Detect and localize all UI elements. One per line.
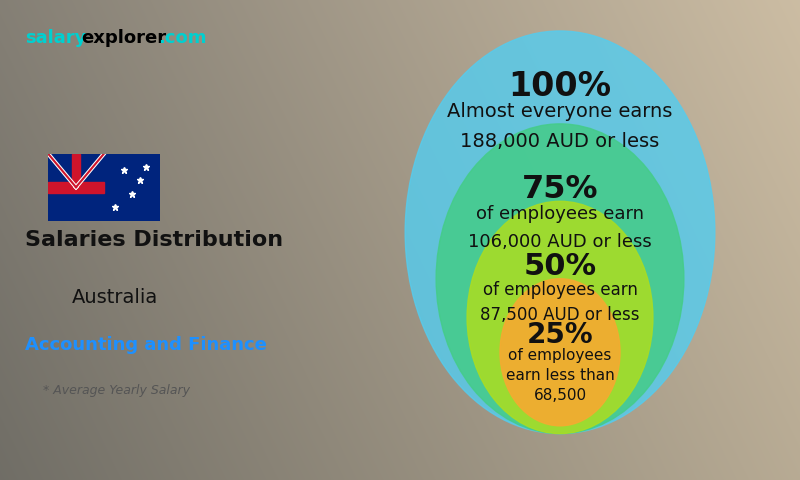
Text: 188,000 AUD or less: 188,000 AUD or less [460, 132, 660, 151]
Text: Salaries Distribution: Salaries Distribution [26, 230, 283, 251]
Text: earn less than: earn less than [506, 368, 614, 383]
Text: Almost everyone earns: Almost everyone earns [447, 102, 673, 121]
Bar [48, 182, 104, 192]
Text: 50%: 50% [523, 252, 597, 281]
Text: 106,000 AUD or less: 106,000 AUD or less [468, 233, 652, 251]
Text: Accounting and Finance: Accounting and Finance [26, 336, 267, 354]
Text: of employees earn: of employees earn [482, 281, 638, 299]
Text: of employees earn: of employees earn [476, 205, 644, 223]
Text: 25%: 25% [526, 321, 594, 349]
Text: 68,500: 68,500 [534, 388, 586, 403]
Ellipse shape [436, 124, 684, 433]
Bar [48, 154, 104, 187]
Text: salary: salary [26, 29, 86, 47]
Text: Australia: Australia [72, 288, 158, 307]
Text: of employees: of employees [508, 348, 612, 362]
Text: 87,500 AUD or less: 87,500 AUD or less [480, 306, 640, 324]
Text: 100%: 100% [509, 70, 611, 103]
Ellipse shape [405, 31, 715, 433]
Text: 75%: 75% [522, 174, 598, 205]
Ellipse shape [467, 201, 653, 433]
Text: * Average Yearly Salary: * Average Yearly Salary [43, 384, 190, 397]
Text: explorer: explorer [81, 29, 166, 47]
Bar [71, 154, 81, 187]
Ellipse shape [500, 279, 620, 426]
Text: .com: .com [158, 29, 207, 47]
